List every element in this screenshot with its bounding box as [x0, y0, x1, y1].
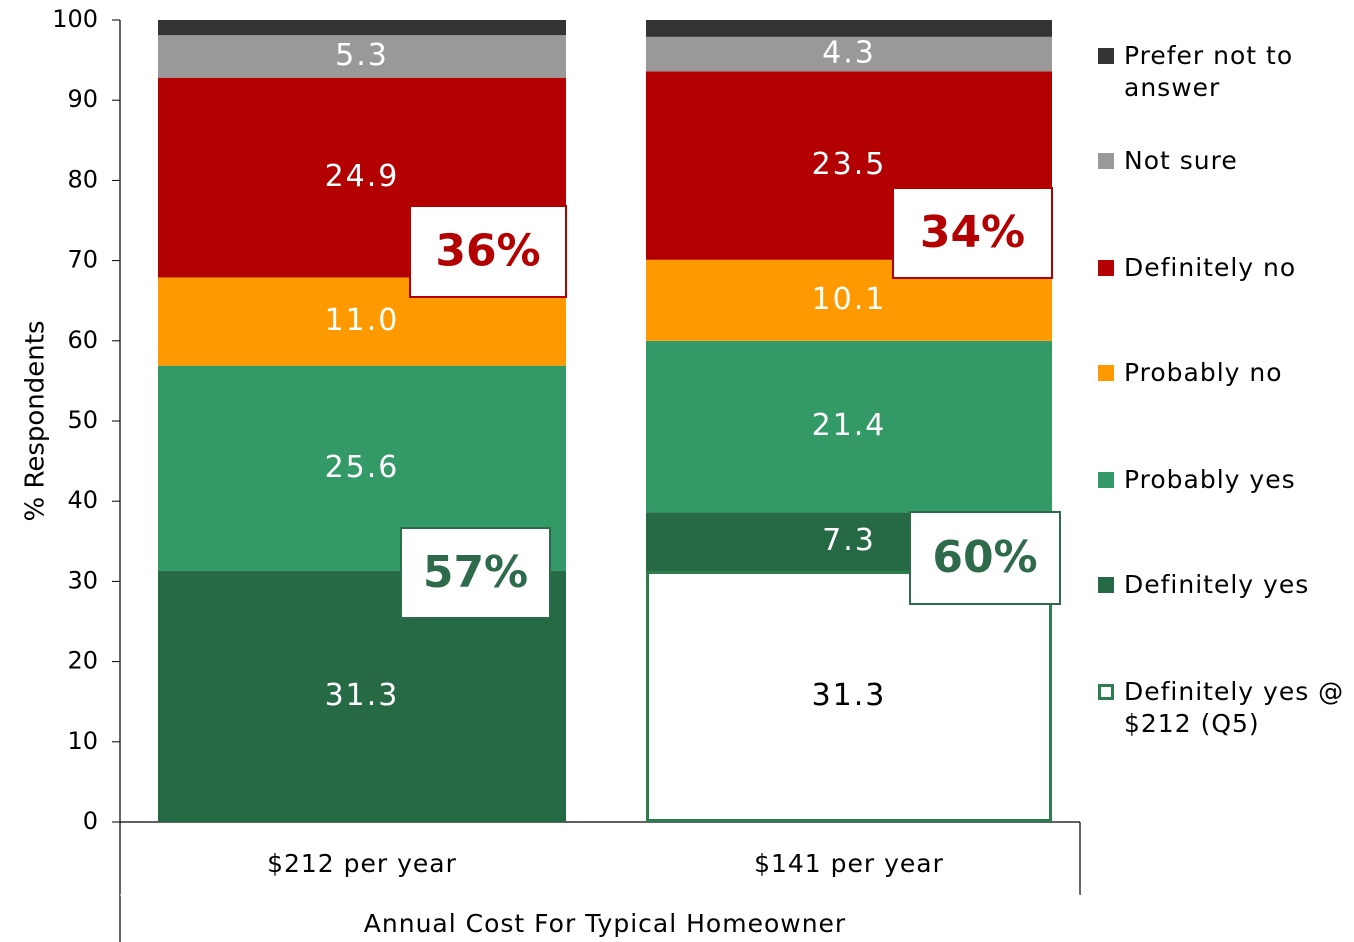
y-tick-label: 60: [67, 326, 98, 354]
data-label: 5.3: [335, 38, 389, 73]
data-label: 23.5: [812, 147, 887, 182]
data-label: 10.1: [812, 282, 887, 317]
legend-swatch: [1098, 48, 1114, 64]
legend-item: Definitely yes @ $212 (Q5): [1098, 676, 1348, 740]
legend-swatch: [1098, 684, 1114, 700]
y-tick-label: 50: [67, 406, 98, 434]
legend-item: Prefer not to answer: [1098, 40, 1348, 104]
legend-item: Definitely yes: [1098, 569, 1348, 601]
annotation-box: [400, 527, 551, 619]
y-tick-label: 10: [67, 727, 98, 755]
y-tick-label: 80: [67, 165, 98, 193]
legend-label: Probably no: [1124, 358, 1283, 387]
annotation-box: [892, 187, 1053, 279]
bar-segment: [646, 20, 1052, 37]
legend-item: Definitely no: [1098, 252, 1348, 284]
y-tick-label: 0: [83, 807, 98, 835]
legend-swatch: [1098, 153, 1114, 169]
data-label: 24.9: [325, 159, 400, 194]
legend-item: Not sure: [1098, 145, 1348, 177]
legend-swatch: [1098, 577, 1114, 593]
legend-label: Definitely no: [1124, 253, 1297, 282]
bar-segment: [158, 20, 566, 36]
legend-label: Prefer not to answer: [1124, 41, 1294, 102]
y-tick-label: 90: [67, 85, 98, 113]
data-label: 7.3: [822, 523, 876, 558]
annotation: 60%: [932, 532, 1037, 583]
y-tick-label: 40: [67, 486, 98, 514]
y-tick-label: 30: [67, 566, 98, 594]
bar-segment: [646, 570, 1052, 822]
y-tick-label: 70: [67, 246, 98, 274]
y-tick-label: 100: [52, 5, 98, 33]
legend-label: Definitely yes @ $212 (Q5): [1124, 677, 1345, 738]
y-axis-title: % Respondents: [21, 320, 51, 521]
data-label: 31.3: [325, 678, 400, 713]
y-tick-label: 20: [67, 647, 98, 675]
legend-item: Probably no: [1098, 357, 1348, 389]
legend-item: Probably yes: [1098, 464, 1348, 496]
annotation-box: [909, 511, 1061, 605]
legend-label: Not sure: [1124, 146, 1238, 175]
bar-segment: [646, 36, 1052, 72]
data-label: 25.6: [325, 450, 400, 485]
data-label: 4.3: [822, 36, 876, 71]
data-label: 31.3: [812, 678, 887, 713]
x-axis-title: Annual Cost For Typical Homeowner: [364, 909, 846, 938]
bar-segment: [158, 35, 566, 78]
annotation: 34%: [920, 207, 1025, 258]
legend-label: Probably yes: [1124, 465, 1296, 494]
legend-label: Definitely yes: [1124, 570, 1310, 599]
data-label: 11.0: [325, 303, 400, 338]
x-tick-label: $141 per year: [754, 849, 944, 878]
legend-swatch: [1098, 260, 1114, 276]
bar-segment: [646, 340, 1052, 513]
annotation-box: [409, 205, 567, 298]
legend-swatch: [1098, 472, 1114, 488]
annotation: 57%: [423, 547, 528, 598]
x-tick-label: $212 per year: [267, 849, 457, 878]
legend-swatch: [1098, 365, 1114, 381]
data-label: 21.4: [812, 408, 887, 443]
annotation: 36%: [435, 226, 540, 277]
